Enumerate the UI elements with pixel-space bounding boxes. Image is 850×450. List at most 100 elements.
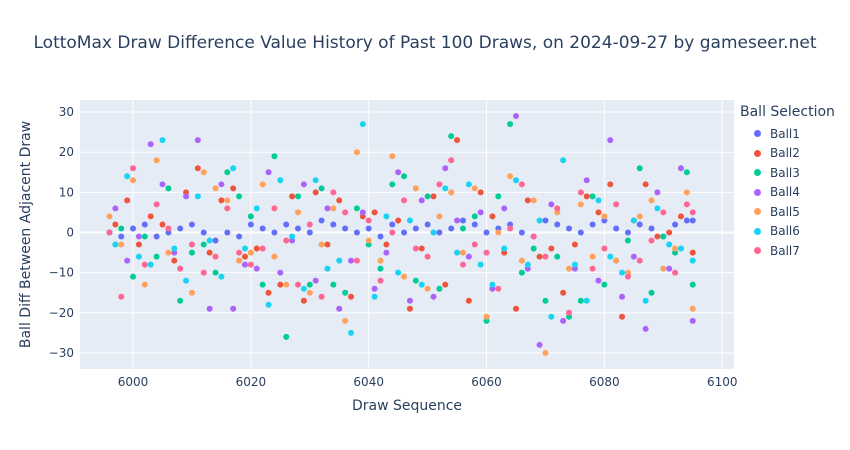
legend-item-ball6[interactable]: Ball6: [740, 222, 835, 242]
data-point-ball1[interactable]: [613, 225, 620, 232]
data-point-ball2[interactable]: [607, 181, 614, 188]
data-point-ball2[interactable]: [336, 197, 343, 204]
data-point-ball1[interactable]: [153, 233, 160, 240]
data-point-ball2[interactable]: [124, 197, 131, 204]
data-point-ball2[interactable]: [524, 197, 531, 204]
data-point-ball7[interactable]: [165, 225, 172, 232]
data-point-ball7[interactable]: [507, 225, 514, 232]
data-point-ball7[interactable]: [283, 237, 290, 244]
data-point-ball5[interactable]: [153, 157, 160, 164]
data-point-ball5[interactable]: [283, 281, 290, 288]
data-point-ball7[interactable]: [471, 241, 478, 248]
data-point-ball5[interactable]: [601, 213, 608, 220]
legend-item-ball1[interactable]: Ball1: [740, 124, 835, 144]
data-point-ball3[interactable]: [648, 289, 655, 296]
data-point-ball6[interactable]: [501, 245, 508, 252]
data-point-ball3[interactable]: [624, 237, 631, 244]
data-point-ball2[interactable]: [265, 289, 272, 296]
data-point-ball3[interactable]: [636, 165, 643, 172]
data-point-ball7[interactable]: [177, 265, 184, 272]
data-point-ball4[interactable]: [147, 141, 154, 148]
data-point-ball4[interactable]: [642, 325, 649, 332]
data-point-ball3[interactable]: [601, 281, 608, 288]
data-point-ball7[interactable]: [295, 281, 301, 288]
data-point-ball3[interactable]: [259, 281, 266, 288]
data-point-ball7[interactable]: [660, 209, 667, 216]
data-point-ball7[interactable]: [459, 261, 466, 268]
data-point-ball3[interactable]: [518, 269, 525, 276]
data-point-ball3[interactable]: [130, 273, 137, 280]
data-point-ball3[interactable]: [118, 225, 125, 232]
data-point-ball7[interactable]: [436, 181, 443, 188]
data-point-ball6[interactable]: [583, 297, 590, 304]
legend-item-ball2[interactable]: Ball2: [740, 144, 835, 164]
data-point-ball6[interactable]: [548, 313, 555, 320]
data-point-ball2[interactable]: [241, 253, 248, 260]
data-point-ball6[interactable]: [230, 165, 237, 172]
data-point-ball2[interactable]: [135, 241, 142, 248]
data-point-ball2[interactable]: [147, 213, 154, 220]
data-point-ball3[interactable]: [589, 193, 596, 200]
data-point-ball4[interactable]: [465, 253, 472, 260]
data-point-ball1[interactable]: [306, 229, 313, 236]
data-point-ball1[interactable]: [200, 229, 207, 236]
data-point-ball4[interactable]: [253, 265, 260, 272]
data-point-ball7[interactable]: [577, 189, 584, 196]
data-point-ball2[interactable]: [171, 257, 178, 264]
data-point-ball3[interactable]: [459, 225, 466, 232]
data-point-ball5[interactable]: [188, 289, 195, 296]
data-point-ball1[interactable]: [471, 221, 478, 228]
data-point-ball7[interactable]: [589, 265, 596, 272]
data-point-ball4[interactable]: [560, 317, 567, 324]
data-point-ball5[interactable]: [542, 349, 549, 356]
data-point-ball3[interactable]: [283, 333, 290, 340]
data-point-ball1[interactable]: [212, 237, 219, 244]
data-point-ball4[interactable]: [595, 277, 602, 284]
data-point-ball5[interactable]: [660, 265, 667, 272]
data-point-ball7[interactable]: [153, 201, 160, 208]
data-point-ball6[interactable]: [571, 261, 578, 268]
data-point-ball1[interactable]: [412, 225, 419, 232]
data-point-ball7[interactable]: [200, 269, 207, 276]
data-point-ball2[interactable]: [194, 165, 201, 172]
data-point-ball5[interactable]: [471, 185, 478, 192]
data-point-ball4[interactable]: [359, 209, 366, 216]
data-point-ball7[interactable]: [236, 249, 243, 256]
data-point-ball7[interactable]: [542, 253, 549, 260]
data-point-ball2[interactable]: [560, 289, 567, 296]
data-point-ball6[interactable]: [630, 217, 637, 224]
data-point-ball5[interactable]: [365, 237, 372, 244]
data-point-ball6[interactable]: [218, 273, 225, 280]
data-point-ball6[interactable]: [465, 181, 472, 188]
data-point-ball7[interactable]: [672, 269, 679, 276]
data-point-ball4[interactable]: [395, 169, 402, 176]
data-point-ball7[interactable]: [424, 253, 431, 260]
data-point-ball2[interactable]: [548, 245, 555, 252]
data-point-ball7[interactable]: [518, 181, 525, 188]
data-point-ball7[interactable]: [389, 229, 396, 236]
data-point-ball4[interactable]: [183, 193, 190, 200]
data-point-ball5[interactable]: [689, 305, 696, 312]
data-point-ball5[interactable]: [577, 201, 584, 208]
data-point-ball5[interactable]: [342, 317, 349, 324]
data-point-ball6[interactable]: [336, 257, 343, 264]
data-point-ball5[interactable]: [200, 169, 207, 176]
data-point-ball2[interactable]: [583, 193, 590, 200]
data-point-ball6[interactable]: [183, 277, 190, 284]
data-point-ball3[interactable]: [153, 253, 160, 260]
data-point-ball5[interactable]: [636, 213, 643, 220]
data-point-ball7[interactable]: [448, 157, 455, 164]
data-point-ball2[interactable]: [642, 181, 649, 188]
data-point-ball3[interactable]: [353, 205, 360, 212]
data-point-ball4[interactable]: [348, 257, 355, 264]
data-point-ball4[interactable]: [194, 137, 201, 144]
legend-item-ball3[interactable]: Ball3: [740, 163, 835, 183]
data-point-ball6[interactable]: [124, 173, 131, 180]
data-point-ball5[interactable]: [401, 273, 408, 280]
data-point-ball4[interactable]: [135, 233, 142, 240]
data-point-ball5[interactable]: [271, 253, 278, 260]
data-point-ball4[interactable]: [159, 181, 166, 188]
data-point-ball6[interactable]: [689, 257, 696, 264]
data-point-ball4[interactable]: [477, 209, 484, 216]
data-point-ball4[interactable]: [406, 297, 413, 304]
